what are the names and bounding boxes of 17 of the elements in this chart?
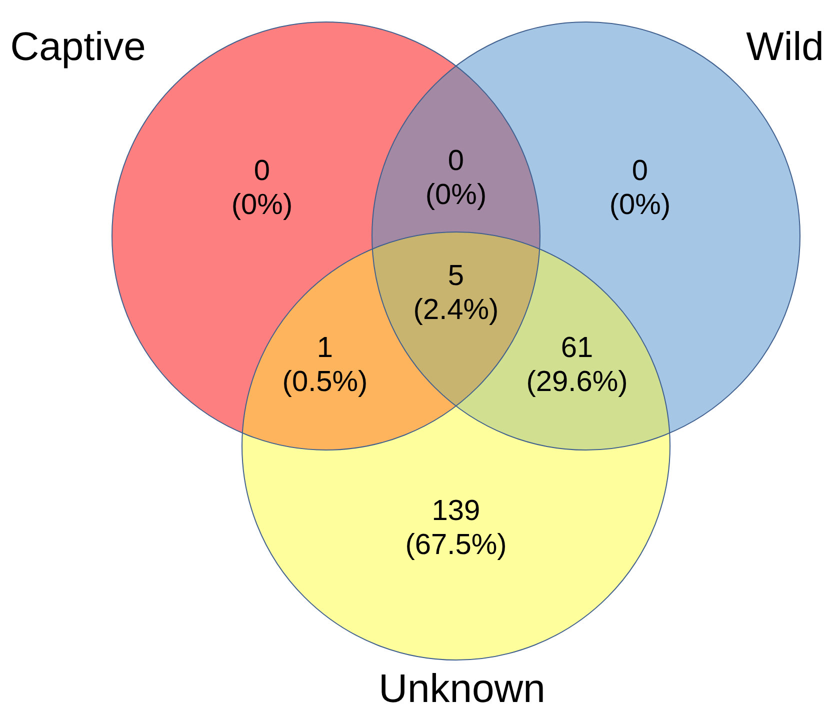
data-label: 1	[316, 332, 334, 364]
data-label: 61	[560, 332, 594, 364]
data-label: 5	[448, 260, 464, 292]
text: Unknown	[378, 667, 546, 706]
text: (0%)	[231, 189, 293, 221]
text: (0%)	[425, 179, 487, 211]
text: Captive	[10, 25, 146, 69]
text: (2.4%)	[413, 294, 499, 326]
text: (67.5%)	[405, 529, 507, 561]
data-label: 0	[254, 155, 270, 187]
text: (29.6%)	[526, 366, 628, 398]
data-label: 0	[632, 155, 648, 187]
text: (0%)	[609, 189, 671, 221]
text: (0.5%)	[282, 366, 368, 398]
data-label: 139	[432, 495, 480, 527]
text: Wild	[746, 25, 824, 69]
data-label: 0	[448, 145, 464, 177]
